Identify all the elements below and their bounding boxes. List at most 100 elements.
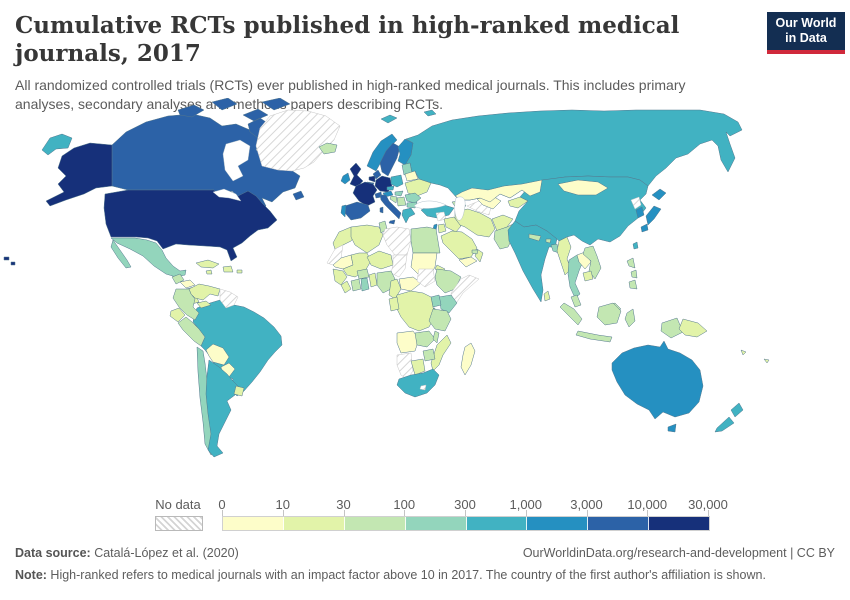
country-libya[interactable]: [382, 226, 412, 256]
country-united-kingdom[interactable]: [349, 162, 364, 188]
country-indonesia[interactable]: [559, 302, 684, 343]
legend-no-data-swatch[interactable]: [155, 516, 203, 531]
country-philippines[interactable]: [626, 257, 638, 290]
country-burkina-faso[interactable]: [356, 268, 370, 280]
country-united-arab-emirates[interactable]: [471, 249, 479, 255]
country-argentina[interactable]: [205, 359, 240, 458]
country-togo-and-benin[interactable]: [368, 272, 378, 288]
country-saudi-arabia[interactable]: [440, 230, 478, 260]
country-united-states[interactable]: [45, 142, 113, 207]
country-botswana[interactable]: [410, 358, 426, 376]
country-gabon-and-congo[interactable]: [388, 296, 400, 312]
country-niger[interactable]: [366, 250, 394, 270]
country-ivory-coast[interactable]: [350, 278, 362, 292]
legend-bin-30-100[interactable]: [344, 517, 406, 530]
country-western-sahara[interactable]: [326, 244, 344, 266]
country-united-states[interactable]: [103, 189, 278, 262]
country-algeria[interactable]: [350, 224, 384, 254]
country-greenland[interactable]: [255, 109, 341, 172]
country-venezuela[interactable]: [188, 283, 221, 301]
country-russia[interactable]: [404, 109, 743, 203]
country-svalbard[interactable]: [380, 109, 437, 124]
country-egypt[interactable]: [410, 226, 441, 254]
country-croatia-and-bosnia[interactable]: [389, 195, 398, 204]
country-south-africa[interactable]: [396, 368, 440, 398]
country-afghanistan[interactable]: [491, 214, 514, 232]
country-south-sudan[interactable]: [416, 268, 436, 288]
country-peru[interactable]: [177, 316, 206, 347]
country-ghana[interactable]: [360, 277, 370, 292]
country-colombia[interactable]: [172, 288, 200, 321]
country-papua-new-guinea[interactable]: [678, 318, 708, 338]
legend-bin-1,000-3,000[interactable]: [527, 517, 589, 530]
country-central-african-republic[interactable]: [398, 276, 422, 292]
legend-bin-300-1,000[interactable]: [466, 517, 528, 530]
legend-color-bar[interactable]: [222, 516, 710, 531]
country-senegal[interactable]: [332, 268, 348, 286]
country-new-zealand[interactable]: [714, 402, 744, 433]
country-sri-lanka[interactable]: [543, 290, 551, 302]
country-united-states[interactable]: [3, 256, 16, 266]
country-honduras[interactable]: [179, 279, 196, 289]
legend-bin-10-30[interactable]: [283, 517, 345, 530]
owid-link[interactable]: OurWorldinData.org/research-and-developm…: [522, 546, 835, 560]
country-guyana-suriname-and-french-guiana[interactable]: [219, 288, 239, 309]
country-mozambique[interactable]: [430, 334, 452, 372]
country-iran[interactable]: [454, 208, 496, 238]
owid-logo[interactable]: Our World in Data: [767, 12, 845, 54]
country-sweden[interactable]: [379, 142, 401, 177]
country-poland[interactable]: [390, 174, 404, 188]
country-mongolia[interactable]: [557, 179, 609, 196]
country-jordan[interactable]: [437, 223, 447, 234]
country-greece[interactable]: [401, 207, 416, 224]
country-norway[interactable]: [366, 133, 398, 172]
country-italy[interactable]: [379, 194, 402, 225]
country-lesotho[interactable]: [419, 384, 427, 391]
country-sierra-leone-and-liberia[interactable]: [340, 280, 352, 294]
country-haiti-and-dominican-republic[interactable]: [222, 265, 234, 273]
country-netherlands[interactable]: [368, 175, 376, 183]
country-taiwan[interactable]: [632, 241, 639, 250]
country-panama[interactable]: [196, 300, 212, 309]
country-ecuador[interactable]: [169, 307, 186, 323]
country-cambodia[interactable]: [582, 270, 594, 282]
country-canada[interactable]: [177, 97, 305, 201]
country-ireland[interactable]: [340, 172, 351, 185]
country-kazakhstan[interactable]: [454, 179, 543, 203]
country-south-korea[interactable]: [635, 206, 645, 219]
country-chad[interactable]: [390, 254, 408, 278]
country-france[interactable]: [352, 181, 378, 207]
country-serbia[interactable]: [396, 196, 407, 207]
country-bhutan[interactable]: [545, 238, 552, 244]
country-puerto-rico[interactable]: [236, 269, 243, 274]
country-north-korea[interactable]: [630, 196, 642, 210]
country-ukraine[interactable]: [404, 178, 432, 197]
country-democratic-republic-of-congo[interactable]: [394, 290, 436, 332]
country-australia[interactable]: [667, 423, 677, 433]
country-jamaica[interactable]: [205, 269, 213, 275]
country-czechia[interactable]: [386, 185, 395, 191]
country-fiji[interactable]: [740, 349, 770, 364]
country-tanzania[interactable]: [428, 308, 452, 332]
country-uruguay[interactable]: [233, 385, 245, 397]
country-kenya[interactable]: [438, 294, 458, 314]
country-kyrgyzstan-and-tajikistan[interactable]: [507, 196, 529, 209]
country-portugal[interactable]: [340, 204, 347, 218]
country-spain[interactable]: [344, 201, 371, 221]
country-mexico[interactable]: [110, 239, 132, 269]
country-india[interactable]: [507, 220, 558, 303]
country-vietnam[interactable]: [582, 245, 602, 280]
country-cameroon[interactable]: [388, 278, 402, 300]
country-zimbabwe[interactable]: [422, 348, 436, 362]
country-japan[interactable]: [640, 188, 667, 233]
country-cuba[interactable]: [195, 259, 220, 269]
country-ethiopia[interactable]: [434, 268, 462, 294]
country-zambia[interactable]: [414, 330, 436, 348]
country-china[interactable]: [514, 175, 649, 246]
country-finland[interactable]: [397, 138, 414, 166]
legend-bin-3,000-10,000[interactable]: [588, 517, 650, 530]
country-belarus[interactable]: [404, 170, 419, 182]
country-iceland[interactable]: [318, 142, 338, 155]
country-nepal[interactable]: [528, 233, 542, 242]
country-hungary[interactable]: [394, 190, 404, 197]
